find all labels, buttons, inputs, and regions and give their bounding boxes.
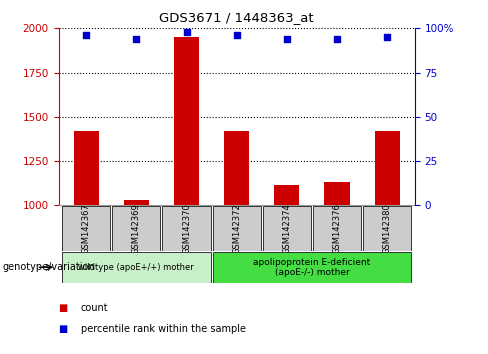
FancyBboxPatch shape — [263, 206, 311, 251]
Text: GSM142374: GSM142374 — [283, 203, 291, 254]
Text: genotype/variation: genotype/variation — [2, 262, 95, 272]
Point — [383, 34, 391, 40]
FancyBboxPatch shape — [163, 206, 211, 251]
Text: ■: ■ — [59, 303, 68, 313]
Text: GSM142367: GSM142367 — [81, 203, 91, 254]
Bar — [375, 131, 400, 205]
Text: GSM142376: GSM142376 — [332, 203, 342, 254]
Bar — [124, 200, 149, 205]
FancyBboxPatch shape — [313, 206, 361, 251]
Text: ■: ■ — [59, 324, 68, 334]
Text: percentile rank within the sample: percentile rank within the sample — [81, 324, 245, 334]
Text: GSM142372: GSM142372 — [232, 203, 241, 254]
Bar — [174, 37, 199, 205]
Title: GDS3671 / 1448363_at: GDS3671 / 1448363_at — [160, 11, 314, 24]
Text: GSM142369: GSM142369 — [132, 203, 141, 254]
Point — [333, 36, 341, 42]
Point — [132, 36, 140, 42]
FancyBboxPatch shape — [363, 206, 411, 251]
Point — [283, 36, 291, 42]
FancyBboxPatch shape — [62, 252, 211, 282]
Text: GSM142380: GSM142380 — [383, 203, 392, 254]
Bar — [274, 185, 300, 205]
Point — [82, 33, 90, 38]
Text: GSM142370: GSM142370 — [182, 203, 191, 254]
Bar — [224, 131, 249, 205]
Bar — [74, 131, 99, 205]
Bar — [325, 182, 349, 205]
FancyBboxPatch shape — [112, 206, 161, 251]
FancyBboxPatch shape — [213, 252, 411, 282]
Text: count: count — [81, 303, 108, 313]
Text: apolipoprotein E-deficient
(apoE-/-) mother: apolipoprotein E-deficient (apoE-/-) mot… — [253, 258, 370, 277]
Point — [183, 29, 190, 35]
FancyBboxPatch shape — [213, 206, 261, 251]
FancyBboxPatch shape — [62, 206, 110, 251]
Text: wildtype (apoE+/+) mother: wildtype (apoE+/+) mother — [79, 263, 194, 272]
Point — [233, 33, 241, 38]
